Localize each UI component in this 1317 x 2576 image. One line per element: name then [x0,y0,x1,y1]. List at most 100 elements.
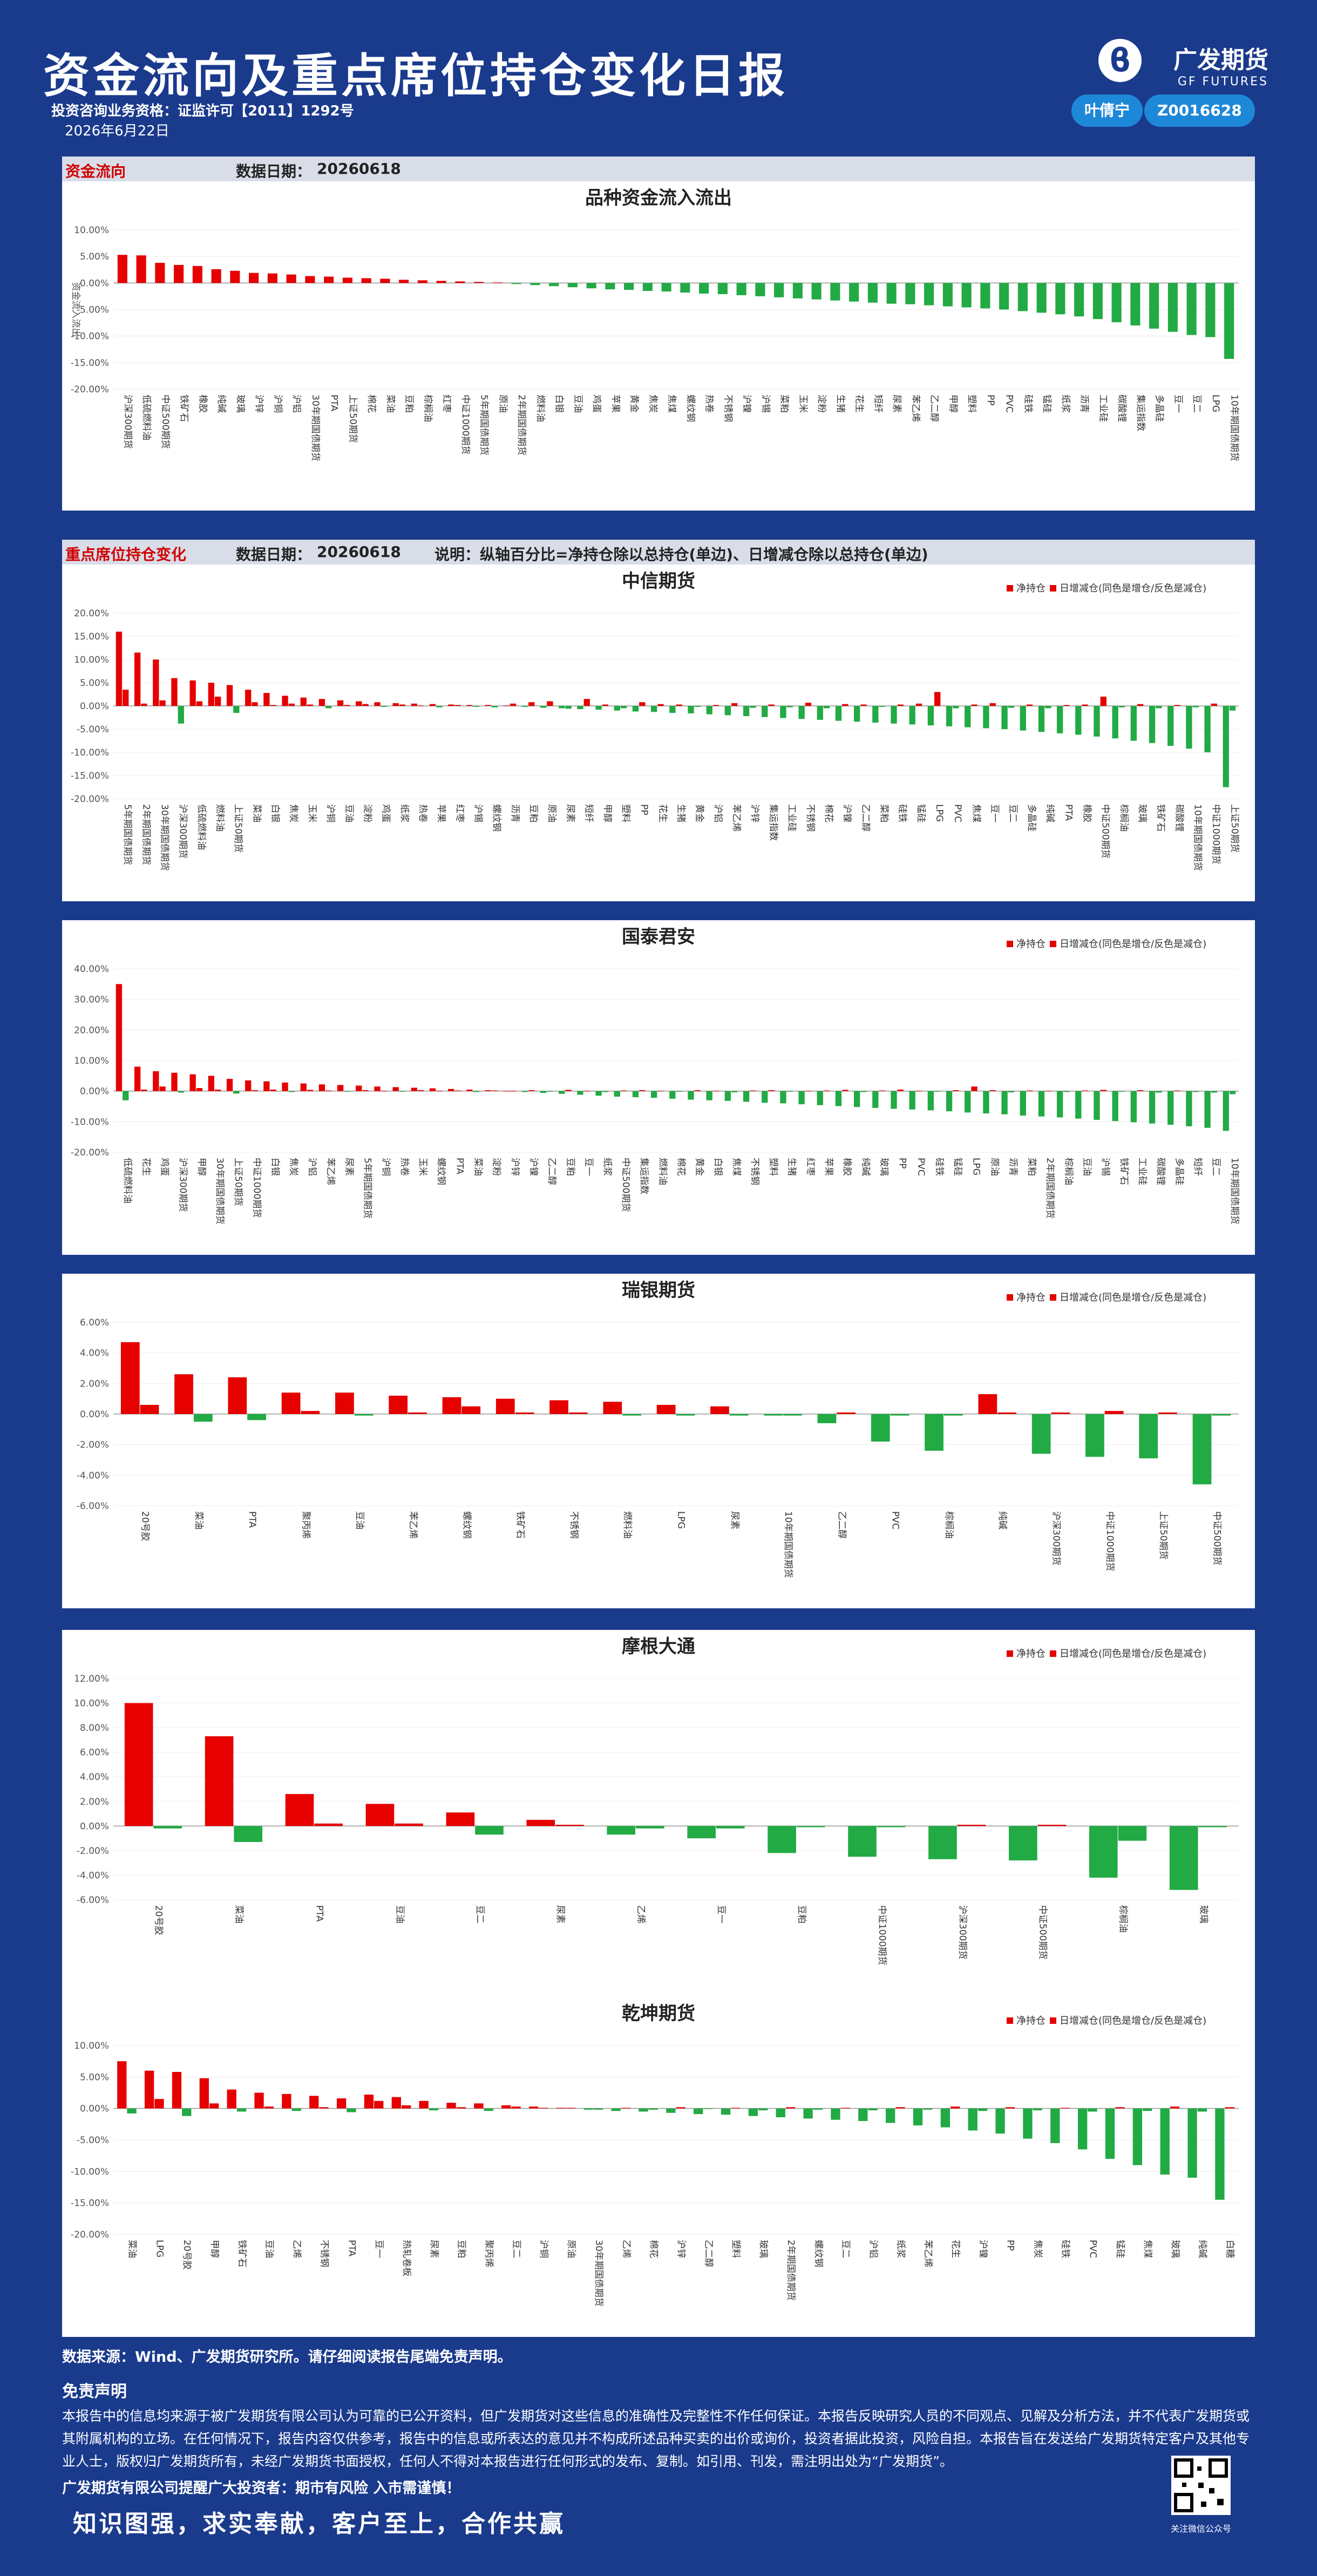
y-tick-label: 0.00% [80,1086,109,1097]
bar-net [835,1091,842,1106]
x-tick-label: 螺纹钢 [491,804,502,832]
y-tick-label: 0.00% [80,701,109,712]
bar-change [566,2108,576,2109]
legend-swatch-change [1050,1294,1056,1301]
bar-change [1156,1091,1162,1093]
bar-net [607,1826,636,1835]
x-tick-label: 锰硅 [915,804,926,823]
bar-net [762,706,768,717]
x-tick-label: 沪铝 [867,2240,878,2258]
bar-net [1085,1414,1104,1457]
bar-net [942,283,953,307]
bar-change [288,703,295,706]
x-tick-label: 乙二醇 [860,804,871,832]
x-tick-label: 橡胶 [1081,804,1092,823]
bar-net [872,706,879,723]
x-tick-label: 上证50期货 [347,395,358,443]
bar-change [783,1414,802,1416]
chart-title: 瑞银期货 [622,1280,695,1301]
bar-net [324,276,334,283]
bar-change [1198,1826,1227,1827]
bar-net [365,1804,395,1826]
bar-net [1130,706,1137,741]
bar-net [1215,2108,1225,2200]
y-tick-label: 4.00% [80,1772,109,1783]
fund-flow-date: 20260618 [317,160,401,178]
x-tick-label: 原油 [566,2240,576,2258]
bar-net [342,277,352,283]
bar-net [1223,1091,1229,1131]
bar-change [491,706,498,708]
x-tick-label: PP [1005,2240,1016,2251]
x-tick-label: PTA [247,1511,257,1528]
bar-net [116,984,123,1091]
fund-flow-date-label: 数据日期： [236,162,312,180]
x-tick-label: 不锈钢 [568,1511,579,1539]
x-tick-label: 豆一 [374,2240,384,2258]
bar-net [337,1085,344,1091]
bar-net [724,1091,731,1101]
x-tick-label: 焦炭 [288,804,299,823]
bar-net [1038,1091,1045,1117]
bar-net [1204,1091,1211,1128]
x-tick-label: 棕榈油 [1118,1905,1129,1933]
y-tick-label: 10.00% [74,2041,109,2051]
bar-net [448,1089,454,1091]
x-tick-label: 豆粕 [528,804,539,823]
x-tick-label: 菜油 [473,1158,484,1176]
bar-net [208,1076,214,1091]
x-tick-label: 菜油 [193,1511,204,1530]
bar-net [174,1374,193,1414]
x-tick-label: 2年期国债期货 [785,2240,796,2301]
qr-code[interactable] [1171,2456,1231,2515]
x-tick-label: 热轧卷板 [401,2240,412,2276]
bar-net [526,1819,555,1826]
y-tick-label: 2.00% [80,1797,109,1807]
bar-net [1149,706,1156,743]
x-tick-label: 燃料油 [657,1158,668,1185]
x-tick-label: 甲醇 [602,804,613,823]
bar-net [448,704,454,706]
bar-net [687,1826,716,1839]
x-tick-label: 2年期国债期货 [1044,1158,1055,1219]
x-tick-label: 苯乙烯 [910,395,921,422]
bar-net [743,1091,750,1102]
x-tick-label: LPG [154,2240,165,2258]
x-tick-label: 生猪 [676,804,687,823]
bar-change [417,1090,424,1091]
x-tick-label: 沥青 [1008,1158,1019,1176]
x-tick-label: 热卷 [417,804,428,823]
brand-name: 广发期货 [1173,46,1268,74]
x-tick-label: 中证1000期货 [460,395,471,454]
x-tick-label: 白糖 [1225,2240,1235,2258]
data-source: 数据来源：Wind、广发期货研究所。请仔细阅读报告尾端免责声明。 [62,2349,512,2366]
bar-net [909,706,915,725]
bar-change [1158,1412,1177,1414]
bar-change [214,1089,221,1091]
legend-swatch-net [1007,585,1013,592]
bar-net [891,706,897,724]
bar-change [123,1091,129,1100]
x-tick-label: 上证50期货 [233,804,243,853]
bar-change [547,1091,553,1092]
jpm-chart: 摩根大通 12.00% 10.00% 8.00% 6.00% 4.00% 2.00% 0.00… [74,1636,1239,1965]
x-tick-label: 中证500期货 [1211,1511,1222,1565]
bar-change [344,1091,350,1092]
x-tick-label: 上证50期货 [233,1158,243,1206]
bar-net [205,1736,234,1826]
x-tick-label: 热卷 [399,1158,410,1176]
bar-net [583,2108,593,2110]
x-tick-label: 沪锡 [1100,1158,1111,1176]
y-tick-label: -15.00% [71,771,109,781]
bar-net [694,2108,703,2115]
bar-net [586,283,596,289]
x-tick-label: 玉米 [797,395,808,413]
positions-header: 重点席位持仓变化 数据日期： 20260618 说明：纵轴百分比=净持仓除以总持… [62,540,1255,565]
bar-change [233,706,240,713]
bar-change [602,704,609,706]
bar-net [282,2094,291,2109]
x-tick-label: 豆油 [264,2240,275,2258]
x-tick-label: 焦炭 [1033,2240,1043,2258]
x-tick-label: 沥青 [1079,395,1090,413]
bar-net [429,704,436,706]
